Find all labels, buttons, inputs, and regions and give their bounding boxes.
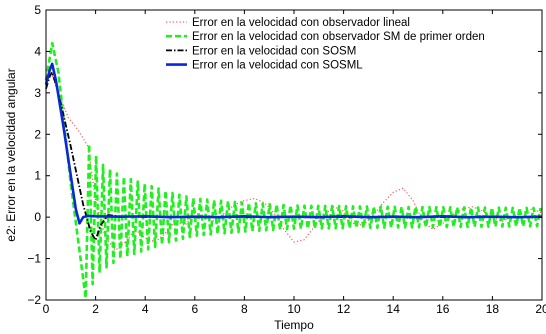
y-tick-label: 1 — [34, 169, 41, 183]
x-axis-label: Tiempo — [274, 318, 314, 332]
y-tick-label: −1 — [27, 252, 41, 266]
y-axis-label: e2: Error en la velocidad angular — [4, 68, 18, 241]
y-tick-label: −2 — [27, 293, 41, 307]
legend-label-4: Error en la velocidad con SOSML — [192, 60, 363, 72]
x-tick-label: 16 — [436, 302, 450, 316]
y-tick-label: 2 — [34, 127, 41, 141]
x-tick-label: 8 — [241, 302, 248, 316]
legend-label-1: Error en la velocidad con observador lin… — [192, 17, 410, 29]
y-tick-label: 0 — [34, 210, 41, 224]
x-tick-label: 10 — [287, 302, 301, 316]
x-tick-label: 20 — [535, 302, 546, 316]
x-tick-label: 6 — [191, 302, 198, 316]
x-tick-label: 18 — [486, 302, 500, 316]
y-tick-label: 5 — [34, 3, 41, 17]
x-tick-label: 0 — [43, 302, 50, 316]
x-tick-label: 4 — [142, 302, 149, 316]
legend-label-3: Error en la velocidad con SOSM — [192, 45, 356, 57]
x-tick-label: 2 — [92, 302, 99, 316]
legend-label-2: Error en la velocidad con observador SM … — [192, 31, 485, 43]
y-tick-label: 3 — [34, 86, 41, 100]
x-tick-label: 12 — [337, 302, 351, 316]
x-tick-label: 14 — [387, 302, 401, 316]
y-tick-label: 4 — [34, 44, 41, 58]
